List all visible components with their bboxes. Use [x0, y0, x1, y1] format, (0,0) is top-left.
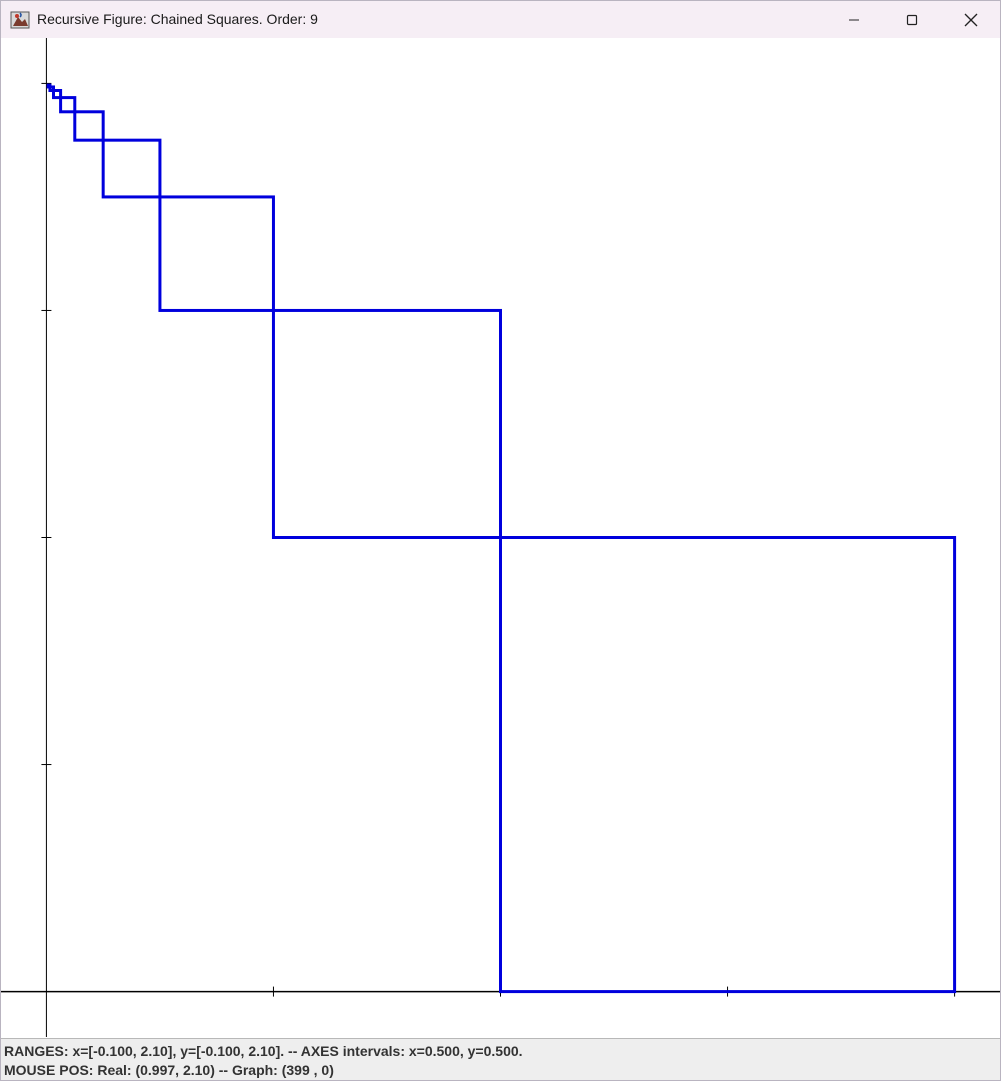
chained-square-3	[158, 195, 275, 312]
chained-square-6	[59, 96, 77, 114]
chained-square-4	[101, 138, 162, 199]
minimize-icon	[848, 14, 860, 26]
graph-canvas[interactable]	[1, 38, 1000, 1037]
chained-square-9	[46, 83, 52, 89]
java-app-icon	[10, 10, 30, 30]
close-button[interactable]	[942, 1, 1000, 38]
chained-square-7	[52, 89, 63, 100]
status-bar: RANGES: x=[-0.100, 2.10], y=[-0.100, 2.1…	[1, 1038, 1000, 1080]
maximize-icon	[906, 14, 918, 26]
ranges-status: RANGES: x=[-0.100, 2.10], y=[-0.100, 2.1…	[4, 1043, 523, 1059]
chained-square-5	[73, 110, 105, 142]
chained-square-8	[48, 85, 56, 93]
squares	[46, 83, 957, 994]
chained-square-1	[499, 536, 957, 994]
chained-square-2	[271, 308, 503, 540]
close-icon	[964, 13, 978, 27]
maximize-button[interactable]	[883, 1, 941, 38]
chained-squares-plot	[1, 38, 1000, 1037]
title-bar[interactable]: Recursive Figure: Chained Squares. Order…	[1, 1, 1000, 38]
mouse-position-status: MOUSE POS: Real: (0.997, 2.10) -- Graph:…	[4, 1062, 334, 1078]
minimize-button[interactable]	[825, 1, 883, 38]
window-title: Recursive Figure: Chained Squares. Order…	[37, 11, 318, 27]
